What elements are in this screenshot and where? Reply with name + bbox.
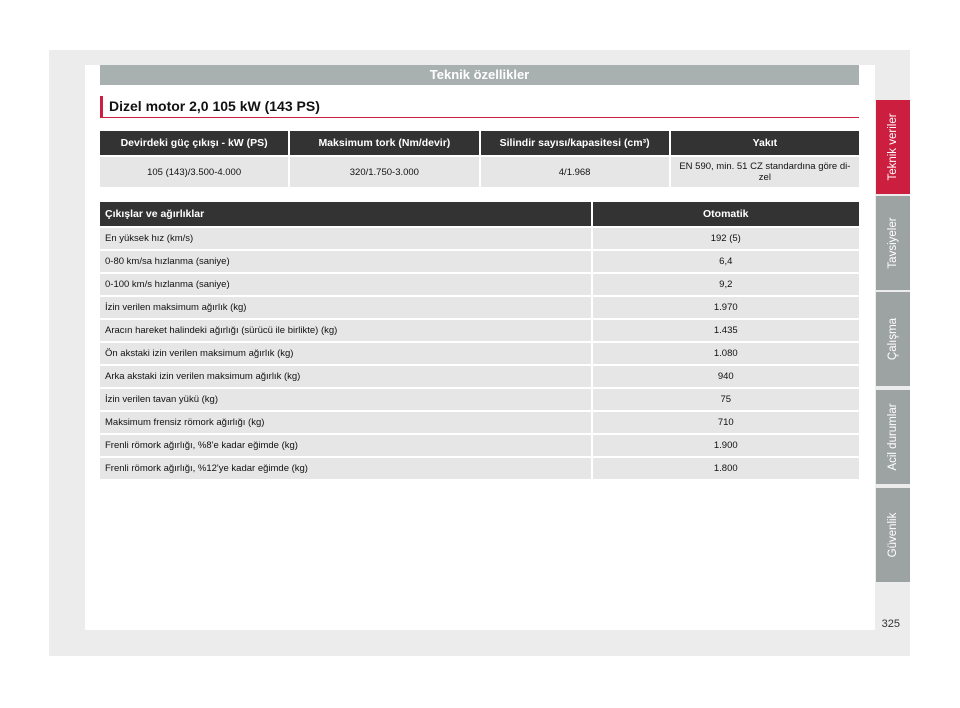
table-row: Frenli römork ağırlığı, %12'ye kadar eği… xyxy=(100,458,859,479)
engine-cell-torque: 320/1.750-3.000 xyxy=(290,157,479,187)
perf-header-label: Çıkışlar ve ağırlıklar xyxy=(100,202,591,226)
perf-row-value: 940 xyxy=(592,366,859,387)
engine-cell-cylinders: 4/1.968 xyxy=(480,157,669,187)
perf-header-value: Otomatik xyxy=(592,202,859,226)
perf-row-label: Frenli römork ağırlığı, %8'e kadar eğimd… xyxy=(100,435,591,456)
tab-teknik-veriler[interactable]: Teknik veriler xyxy=(876,100,910,194)
tab-calisma[interactable]: Çalışma xyxy=(876,292,910,386)
perf-row-value: 1.900 xyxy=(592,435,859,456)
engine-cell-power: 105 (143)/3.500-4.000 xyxy=(100,157,289,187)
table-row: Maksimum frensiz römork ağırlığı (kg) 710 xyxy=(100,412,859,433)
perf-row-value: 710 xyxy=(592,412,859,433)
page-subtitle: Dizel motor 2,0 105 kW (143 PS) xyxy=(100,96,859,118)
tab-label: Teknik veriler xyxy=(887,113,899,181)
perf-row-label: Frenli römork ağırlığı, %12'ye kadar eği… xyxy=(100,458,591,479)
engine-table: Devirdeki güç çıkışı - kW (PS) Maksimum … xyxy=(98,129,861,189)
table-row: Ön akstaki izin verilen maksimum ağırlık… xyxy=(100,343,859,364)
engine-header-cylinders: Silindir sayısı/kapasitesi (cm³) xyxy=(480,131,669,155)
table-row: 0-80 km/sa hızlanma (saniye) 6,4 xyxy=(100,251,859,272)
tab-label: Güvenlik xyxy=(887,512,899,558)
table-row: Aracın hareket halindeki ağırlığı (sürüc… xyxy=(100,320,859,341)
perf-row-value: 75 xyxy=(592,389,859,410)
table-row: İzin verilen tavan yükü (kg) 75 xyxy=(100,389,859,410)
performance-table: Çıkışlar ve ağırlıklar Otomatik En yükse… xyxy=(98,200,861,481)
perf-row-label: İzin verilen maksimum ağırlık (kg) xyxy=(100,297,591,318)
perf-row-label: En yüksek hız (km/s) xyxy=(100,228,591,249)
engine-header-fuel: Yakıt xyxy=(670,131,859,155)
tab-tavsiyeler[interactable]: Tavsiyeler xyxy=(876,196,910,290)
perf-row-label: 0-80 km/sa hızlanma (saniye) xyxy=(100,251,591,272)
section-header: Teknik özellikler xyxy=(100,65,859,85)
table-row: 0-100 km/s hızlanma (saniye) 9,2 xyxy=(100,274,859,295)
perf-row-label: 0-100 km/s hızlanma (saniye) xyxy=(100,274,591,295)
perf-row-label: Ön akstaki izin verilen maksimum ağırlık… xyxy=(100,343,591,364)
perf-row-value: 1.435 xyxy=(592,320,859,341)
tab-acil-durumlar[interactable]: Acil durumlar xyxy=(876,390,910,484)
table-row: 105 (143)/3.500-4.000 320/1.750-3.000 4/… xyxy=(100,157,859,187)
page-number: 325 xyxy=(881,618,900,630)
perf-row-value: 1.080 xyxy=(592,343,859,364)
tab-label: Çalışma xyxy=(887,317,899,361)
tab-guvenlik[interactable]: Güvenlik xyxy=(876,488,910,582)
perf-row-label: İzin verilen tavan yükü (kg) xyxy=(100,389,591,410)
perf-row-label: Arka akstaki izin verilen maksimum ağırl… xyxy=(100,366,591,387)
table-row: Frenli römork ağırlığı, %8'e kadar eğimd… xyxy=(100,435,859,456)
perf-row-value: 192 (5) xyxy=(592,228,859,249)
engine-header-torque: Maksimum tork (Nm/devir) xyxy=(290,131,479,155)
tab-label: Acil durumlar xyxy=(887,403,899,471)
table-row: Arka akstaki izin verilen maksimum ağırl… xyxy=(100,366,859,387)
table-row: İzin verilen maksimum ağırlık (kg) 1.970 xyxy=(100,297,859,318)
perf-row-label: Maksimum frensiz römork ağırlığı (kg) xyxy=(100,412,591,433)
perf-row-value: 1.970 xyxy=(592,297,859,318)
table-row: En yüksek hız (km/s) 192 (5) xyxy=(100,228,859,249)
engine-header-power: Devirdeki güç çıkışı - kW (PS) xyxy=(100,131,289,155)
perf-row-label: Aracın hareket halindeki ağırlığı (sürüc… xyxy=(100,320,591,341)
perf-row-value: 9,2 xyxy=(592,274,859,295)
engine-cell-fuel: EN 590, min. 51 CZ standardına göre di-z… xyxy=(670,157,859,187)
perf-row-value: 6,4 xyxy=(592,251,859,272)
perf-row-value: 1.800 xyxy=(592,458,859,479)
tab-label: Tavsiyeler xyxy=(887,217,899,269)
